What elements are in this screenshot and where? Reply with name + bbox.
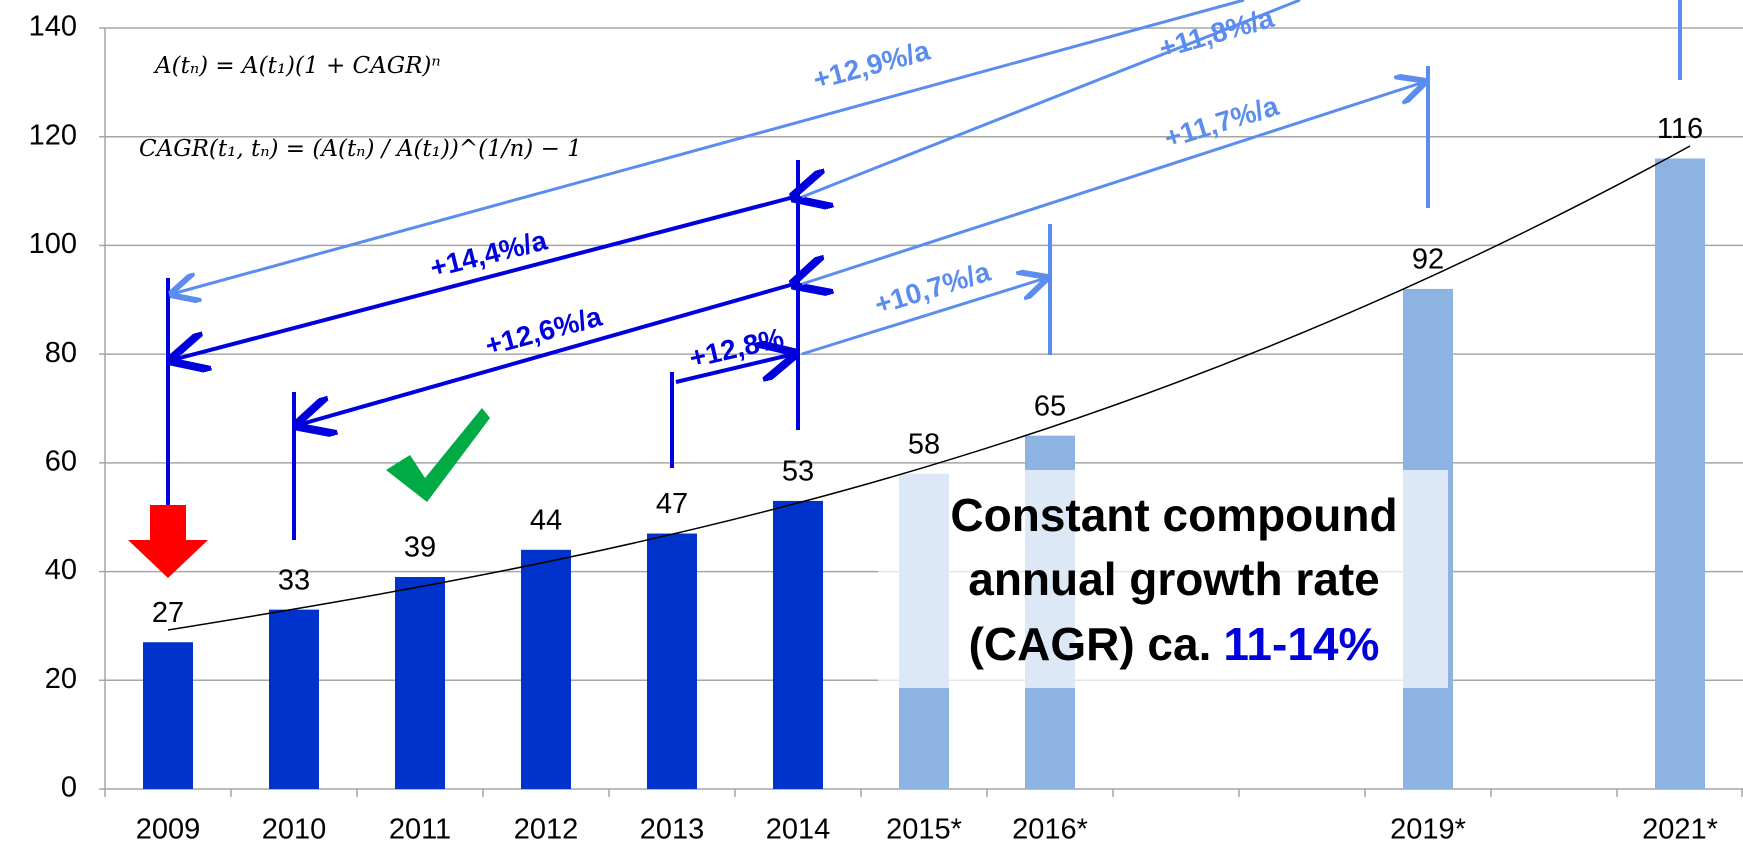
formula: A(tₙ) = A(t₁)(1 + CAGR)ⁿ — [153, 53, 441, 79]
x-tick-label: 2011 — [389, 814, 451, 846]
x-tick-label: 2016* — [1012, 814, 1088, 846]
bar — [269, 609, 319, 789]
x-tick-label: 2012 — [514, 814, 579, 846]
y-tick-label: 40 — [45, 554, 77, 586]
trend-curve — [167, 145, 1691, 631]
growth-label: +10,7%/a — [871, 256, 994, 321]
value-label: 47 — [656, 488, 688, 520]
value-label: 27 — [152, 597, 184, 629]
x-tick-label: 2019* — [1390, 814, 1466, 846]
x-tick-label: 2014 — [766, 814, 831, 846]
bar — [395, 577, 445, 789]
value-label: 39 — [404, 532, 436, 564]
formula: CAGR(t₁, tₙ) = (A(tₙ) / A(t₁))^(1/n) − 1 — [139, 136, 582, 162]
y-tick-label: 20 — [45, 663, 77, 695]
bar — [647, 533, 697, 789]
y-tick-label: 60 — [45, 446, 77, 478]
bar — [521, 549, 571, 789]
callout-text: annual growth rate — [968, 553, 1379, 605]
value-label: 44 — [530, 504, 562, 536]
growth-label: +14,4%/a — [427, 224, 550, 283]
y-tick-label: 120 — [29, 119, 77, 151]
arrow — [298, 284, 794, 425]
bar — [773, 500, 823, 789]
callout-text: (CAGR) ca. 11-14% — [969, 618, 1380, 670]
bar — [143, 642, 193, 789]
callout-text: Constant compound — [950, 489, 1397, 541]
growth-label: +12,9%/a — [810, 34, 933, 95]
value-label: 65 — [1034, 390, 1066, 422]
value-label: 33 — [278, 564, 310, 596]
growth-label: +11,8%/a — [1156, 2, 1278, 64]
callout-highlight: 11-14% — [1223, 618, 1379, 670]
growth-arrows — [168, 0, 1682, 540]
growth-label: +12,6%/a — [482, 300, 605, 361]
callout-text: (CAGR) ca. — [969, 618, 1212, 670]
value-label: 116 — [1657, 113, 1703, 145]
arrow — [801, 0, 1301, 199]
x-tick-label: 2015* — [886, 814, 962, 846]
callout-box — [878, 470, 1448, 688]
check-mark — [386, 408, 490, 502]
y-tick-label: 100 — [29, 228, 77, 260]
y-tick-label: 0 — [61, 772, 77, 804]
arrow — [801, 82, 1424, 286]
arrow — [675, 354, 794, 384]
y-tick-label: 140 — [29, 11, 77, 43]
red-arrow — [128, 505, 208, 578]
arrow — [801, 278, 1046, 356]
x-tick-label: 2010 — [262, 814, 327, 846]
x-tick-label: 2013 — [640, 814, 705, 846]
x-tick-label: 2009 — [136, 814, 201, 846]
growth-label: +11,7%/a — [1161, 90, 1283, 154]
value-label: 58 — [908, 428, 940, 460]
value-label: 92 — [1412, 244, 1444, 276]
value-label: 53 — [782, 456, 814, 488]
bar — [1655, 158, 1705, 789]
x-tick-label: 2021* — [1642, 814, 1718, 846]
y-tick-label: 80 — [45, 337, 77, 369]
